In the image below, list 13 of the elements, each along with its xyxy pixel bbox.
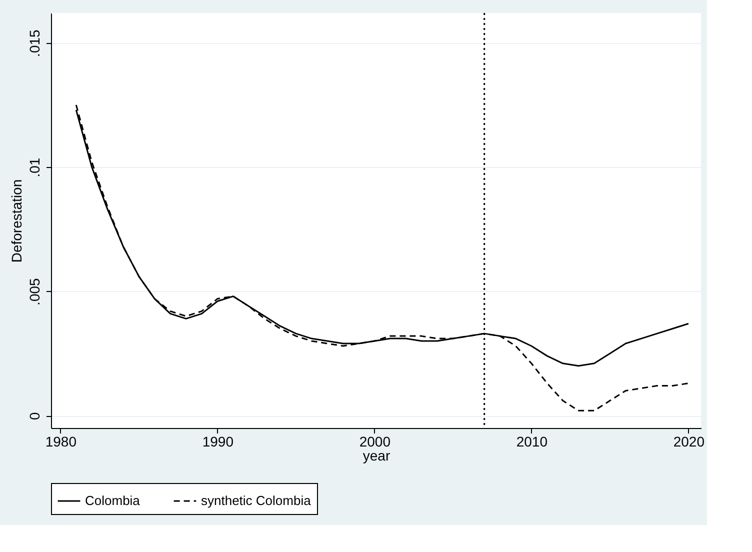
x-tick-label: 1990 (202, 434, 234, 450)
y-axis-title: Deforestation (8, 179, 24, 263)
y-tick-label: 0 (26, 412, 42, 420)
y-tick-label: .015 (26, 29, 42, 57)
y-tick-label: .005 (26, 278, 42, 306)
x-tick-label: 1980 (45, 434, 77, 450)
legend-label: synthetic Colombia (201, 493, 312, 508)
x-axis-title: year (362, 448, 390, 464)
x-tick-label: 2010 (516, 434, 548, 450)
x-tick-label: 2000 (359, 434, 391, 450)
y-tick-label: .01 (26, 158, 42, 178)
legend-label: Colombia (85, 493, 141, 508)
x-tick-label: 2020 (673, 434, 705, 450)
